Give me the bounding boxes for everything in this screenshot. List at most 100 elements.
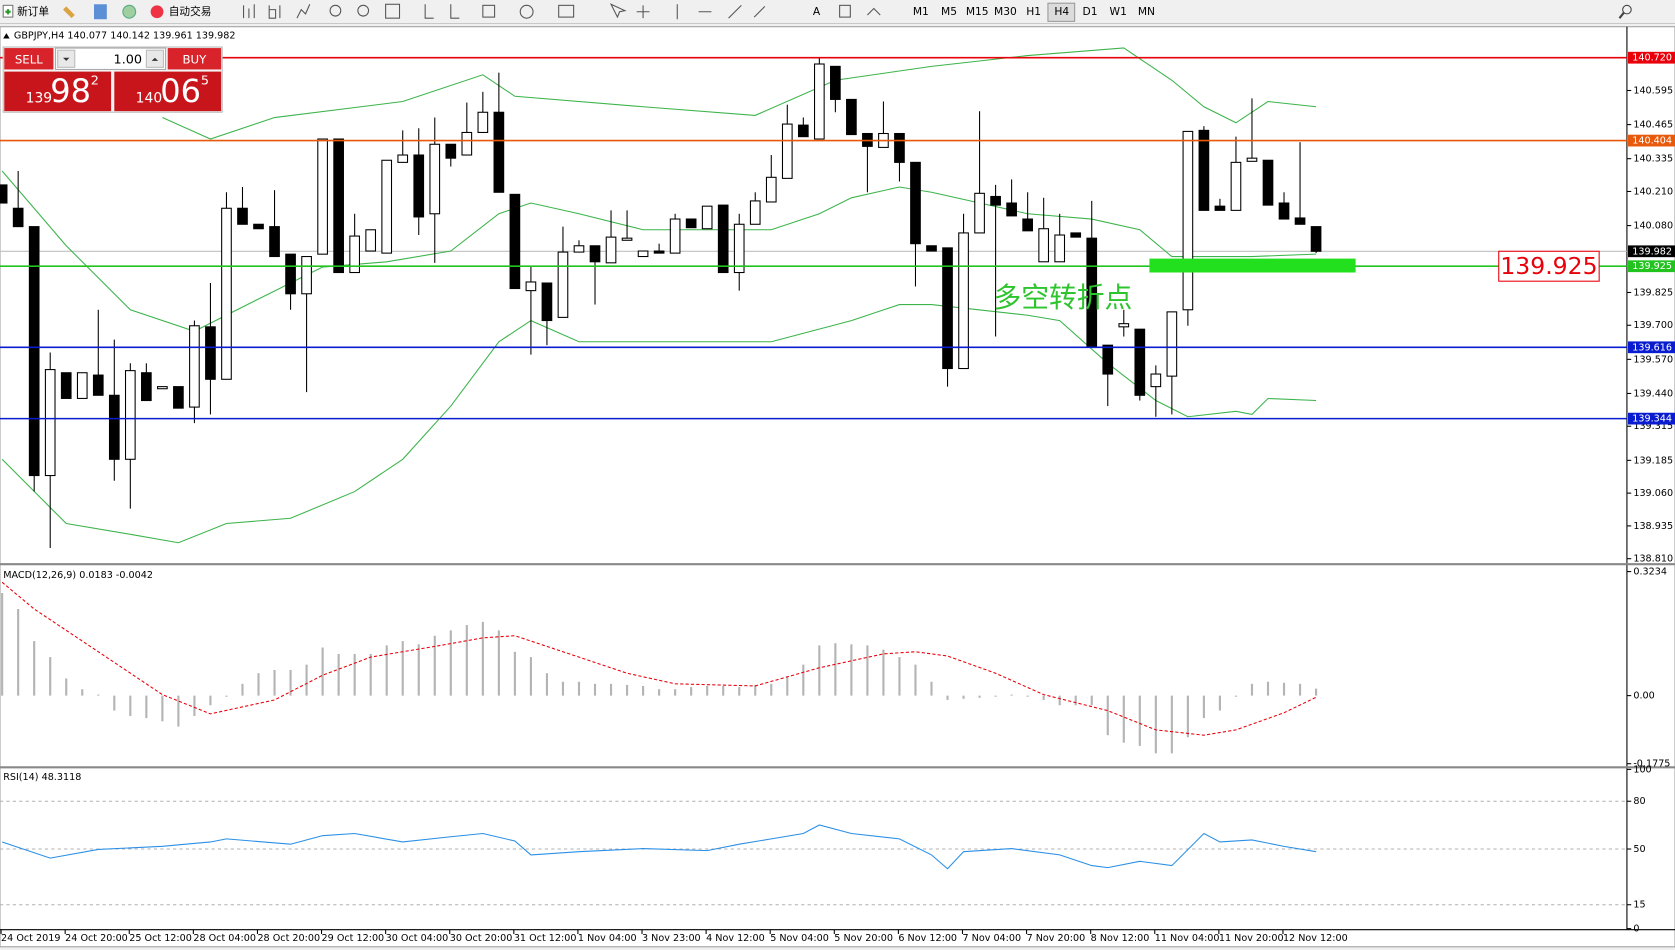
- candle-body: [701, 205, 713, 230]
- candle-body: [189, 325, 200, 408]
- candle-body: [765, 176, 777, 203]
- candle-body: [1022, 218, 1033, 232]
- bid-big: 139: [26, 90, 52, 106]
- timeframe-button[interactable]: M5: [941, 5, 957, 18]
- y-tick-label: 139.825: [1633, 287, 1673, 298]
- candle-body: [813, 63, 825, 140]
- timeframe-button[interactable]: M15: [966, 5, 989, 18]
- new-order-button[interactable]: 新订单: [2, 5, 49, 18]
- search-icon[interactable]: [1622, 4, 1632, 15]
- candle-body: [509, 193, 521, 290]
- candle-body: [974, 192, 985, 234]
- candle-body: [461, 131, 473, 156]
- indicator-title: MACD(12,26,9) 0.0183 -0.0042: [3, 570, 153, 581]
- timeframe-button[interactable]: M30: [994, 5, 1017, 18]
- level-label: 139.344: [1632, 414, 1672, 425]
- x-tick-label: 25 Oct 12:00: [129, 933, 192, 944]
- x-tick-label: 5 Nov 20:00: [834, 933, 893, 944]
- candle-body: [1214, 205, 1226, 211]
- level-tag: [1627, 51, 1675, 64]
- candle-body: [1278, 202, 1290, 220]
- timeframe-button[interactable]: W1: [1110, 5, 1127, 18]
- x-tick-label: 4 Nov 12:00: [706, 933, 765, 944]
- x-tick-label: 7 Nov 04:00: [962, 933, 1021, 944]
- toolbar-bg: [0, 0, 1675, 24]
- button-label: 自动交易: [169, 5, 212, 18]
- x-tick-label: 29 Oct 12:00: [322, 933, 385, 944]
- candle-body: [685, 218, 697, 229]
- candle-body: [269, 226, 280, 258]
- candle-body: [1070, 232, 1082, 238]
- timeframe-button[interactable]: H4: [1054, 5, 1069, 18]
- indicator-title: RSI(14) 48.3118: [3, 772, 81, 783]
- candle-body: [1118, 323, 1130, 328]
- candle-body: [1246, 157, 1258, 162]
- ask-box[interactable]: [114, 71, 222, 112]
- x-tick-label: 12 Nov 12:00: [1283, 933, 1348, 944]
- timeframe-button[interactable]: H1: [1026, 5, 1041, 18]
- sell-button[interactable]: [4, 48, 54, 70]
- candle-body: [749, 200, 761, 225]
- icon[interactable]: [63, 6, 75, 19]
- y-tick-label: 140.465: [1633, 120, 1673, 131]
- candle-body: [141, 372, 152, 402]
- last-price-label: 139.982: [1632, 246, 1672, 257]
- candle-body: [1134, 328, 1146, 396]
- timeframe-button[interactable]: M1: [913, 5, 929, 18]
- x-tick-label: 31 Oct 12:00: [514, 933, 577, 944]
- candle-body: [333, 138, 344, 274]
- button-label: 新订单: [17, 5, 49, 18]
- candle-body: [1294, 217, 1306, 225]
- level-callout: [1498, 250, 1600, 282]
- auto-trading-button[interactable]: 自动交易: [150, 5, 212, 19]
- ask-big: 140: [136, 90, 162, 106]
- candle-body: [990, 195, 1001, 206]
- one-click-trading: SELL 1.00 BUY 139 98 2 140 06 5: [2, 46, 223, 113]
- x-tick-label: 3 Nov 23:00: [642, 933, 701, 944]
- candle-body: [621, 237, 633, 241]
- symbol-header: GBPJPY,H4 140.077 140.142 139.961 139.98…: [14, 30, 236, 41]
- y-tick-label: 80: [1633, 796, 1645, 807]
- y-tick-label: 138.810: [1633, 554, 1673, 565]
- bid-main: 98: [50, 72, 91, 110]
- search-icon: [1618, 12, 1625, 19]
- last-price-tag: [1627, 245, 1675, 258]
- y-tick-label: 140.080: [1633, 221, 1673, 232]
- buy-button[interactable]: [167, 48, 222, 70]
- bollinger-band: [1, 304, 1317, 544]
- svg-text:A: A: [813, 5, 821, 18]
- bid-box[interactable]: [4, 71, 112, 112]
- y-tick-label: 139.570: [1633, 354, 1673, 365]
- turning-zone: [1149, 258, 1356, 273]
- icon: [5, 9, 11, 15]
- candle-body: [1054, 234, 1066, 263]
- candle-body: [108, 394, 120, 460]
- signal-line: [1, 581, 1317, 736]
- timeframe-button[interactable]: D1: [1083, 5, 1098, 18]
- timeframe-button[interactable]: MN: [1138, 5, 1155, 18]
- collapse-icon[interactable]: [3, 33, 10, 39]
- active-timeframe: [1047, 2, 1076, 22]
- lots-input[interactable]: [55, 47, 167, 70]
- candle-body: [44, 369, 56, 477]
- rsi-line: [1, 824, 1317, 870]
- level-tag: [1627, 412, 1675, 425]
- icon[interactable]: [122, 4, 137, 19]
- candle-body: [413, 154, 425, 218]
- candle-body: [830, 65, 841, 100]
- icon[interactable]: [94, 4, 107, 20]
- x-tick-label: 30 Oct 20:00: [450, 933, 513, 944]
- chart-tool-icons[interactable]: A: [243, 3, 881, 20]
- candle-body: [477, 111, 489, 133]
- candle-body: [605, 236, 617, 264]
- candle-body: [781, 123, 793, 179]
- candle-body: [301, 255, 312, 295]
- y-tick-label: 139.060: [1633, 488, 1673, 499]
- x-tick-label: 28 Oct 04:00: [193, 933, 256, 944]
- candle-body: [429, 143, 441, 215]
- candle-body: [589, 245, 601, 263]
- candle-body: [846, 98, 857, 136]
- y-tick-label: 139.185: [1633, 455, 1673, 466]
- plot: 140.595 140.465 140.335 140.210 140.080 139.8…: [0, 47, 1675, 944]
- y-tick-label: 0.00: [1633, 691, 1654, 702]
